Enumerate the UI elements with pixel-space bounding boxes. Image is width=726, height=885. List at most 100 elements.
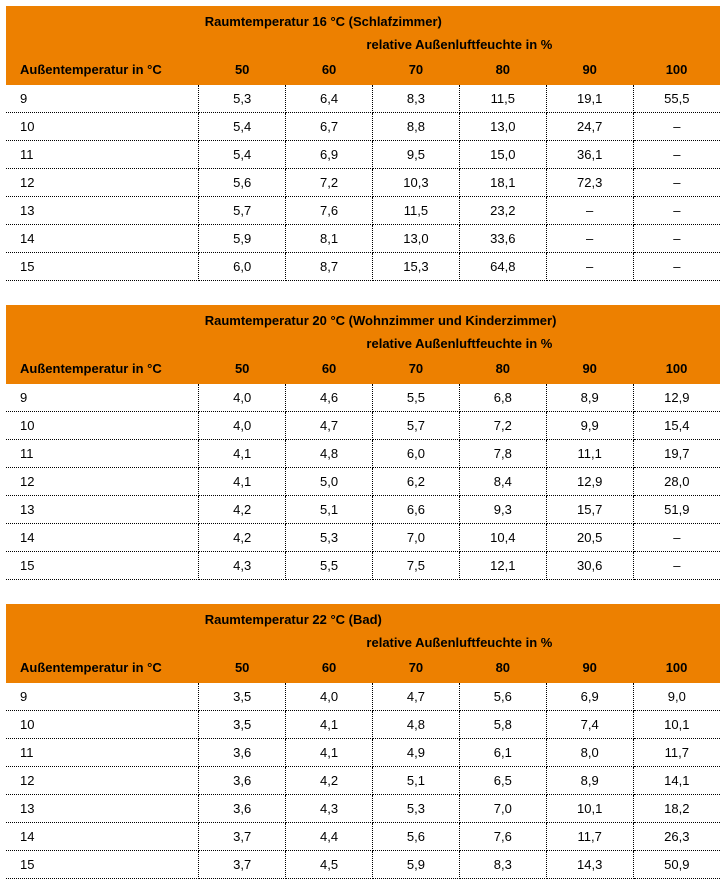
- value-cell: 4,1: [199, 440, 286, 468]
- outside-temp-cell: 12: [6, 468, 199, 496]
- value-cell: –: [633, 113, 720, 141]
- table-row: 133,64,35,37,010,118,2: [6, 795, 720, 823]
- value-cell: 7,0: [459, 795, 546, 823]
- humidity-col-header: 50: [199, 355, 286, 384]
- humidity-col-header: 70: [372, 654, 459, 683]
- value-cell: –: [633, 253, 720, 281]
- value-cell: 5,3: [372, 795, 459, 823]
- value-cell: 6,8: [459, 384, 546, 412]
- value-cell: 72,3: [546, 169, 633, 197]
- humidity-col-header: 90: [546, 355, 633, 384]
- humidity-col-header: 80: [459, 56, 546, 85]
- humidity-col-header: 100: [633, 654, 720, 683]
- value-cell: 14,3: [546, 851, 633, 879]
- outside-temp-cell: 10: [6, 412, 199, 440]
- value-cell: 12,9: [546, 468, 633, 496]
- value-cell: 5,3: [286, 524, 373, 552]
- outside-temp-cell: 10: [6, 711, 199, 739]
- header-spacer: [6, 631, 199, 654]
- value-cell: 5,5: [286, 552, 373, 580]
- value-cell: 7,6: [286, 197, 373, 225]
- value-cell: 8,4: [459, 468, 546, 496]
- value-cell: 15,3: [372, 253, 459, 281]
- table-row: 94,04,65,56,88,912,9: [6, 384, 720, 412]
- value-cell: 8,0: [546, 739, 633, 767]
- value-cell: 19,7: [633, 440, 720, 468]
- outside-temp-cell: 15: [6, 552, 199, 580]
- outside-temp-cell: 11: [6, 739, 199, 767]
- value-cell: 5,9: [372, 851, 459, 879]
- value-cell: 4,8: [286, 440, 373, 468]
- value-cell: 3,7: [199, 823, 286, 851]
- humidity-col-header: 70: [372, 355, 459, 384]
- value-cell: 7,0: [372, 524, 459, 552]
- value-cell: 4,1: [199, 468, 286, 496]
- table-row: 123,64,25,16,58,914,1: [6, 767, 720, 795]
- value-cell: 18,2: [633, 795, 720, 823]
- value-cell: 3,5: [199, 711, 286, 739]
- header-spacer: [6, 305, 199, 332]
- value-cell: 14,1: [633, 767, 720, 795]
- value-cell: 50,9: [633, 851, 720, 879]
- value-cell: 4,6: [286, 384, 373, 412]
- value-cell: 6,5: [459, 767, 546, 795]
- value-cell: 5,5: [372, 384, 459, 412]
- value-cell: 6,2: [372, 468, 459, 496]
- value-cell: 20,5: [546, 524, 633, 552]
- value-cell: 19,1: [546, 85, 633, 113]
- humidity-header: relative Außenluftfeuchte in %: [199, 332, 720, 355]
- value-cell: 6,0: [372, 440, 459, 468]
- value-cell: 4,5: [286, 851, 373, 879]
- outside-temp-cell: 14: [6, 225, 199, 253]
- outside-temp-header: Außentemperatur in °C: [6, 355, 199, 384]
- table-title: Raumtemperatur 22 °C (Bad): [199, 604, 720, 631]
- value-cell: 5,9: [199, 225, 286, 253]
- table-row: 104,04,75,77,29,915,4: [6, 412, 720, 440]
- value-cell: 4,7: [372, 683, 459, 711]
- humidity-table-0: Raumtemperatur 16 °C (Schlafzimmer)relat…: [6, 6, 720, 281]
- outside-temp-cell: 11: [6, 440, 199, 468]
- value-cell: 6,9: [286, 141, 373, 169]
- humidity-col-header: 70: [372, 56, 459, 85]
- value-cell: 5,4: [199, 113, 286, 141]
- table-row: 103,54,14,85,87,410,1: [6, 711, 720, 739]
- value-cell: 7,2: [286, 169, 373, 197]
- value-cell: 18,1: [459, 169, 546, 197]
- value-cell: 10,4: [459, 524, 546, 552]
- value-cell: –: [546, 253, 633, 281]
- value-cell: 8,9: [546, 384, 633, 412]
- table-row: 154,35,57,512,130,6–: [6, 552, 720, 580]
- humidity-col-header: 50: [199, 56, 286, 85]
- header-spacer: [6, 33, 199, 56]
- outside-temp-header: Außentemperatur in °C: [6, 56, 199, 85]
- value-cell: 23,2: [459, 197, 546, 225]
- value-cell: 4,2: [286, 767, 373, 795]
- value-cell: 6,6: [372, 496, 459, 524]
- table-row: 135,77,611,523,2––: [6, 197, 720, 225]
- value-cell: 4,2: [199, 496, 286, 524]
- outside-temp-cell: 9: [6, 85, 199, 113]
- value-cell: 5,8: [459, 711, 546, 739]
- value-cell: 8,8: [372, 113, 459, 141]
- tables-container: Raumtemperatur 16 °C (Schlafzimmer)relat…: [6, 6, 720, 879]
- humidity-table-1: Raumtemperatur 20 °C (Wohnzimmer und Kin…: [6, 305, 720, 580]
- value-cell: 3,7: [199, 851, 286, 879]
- value-cell: –: [633, 141, 720, 169]
- humidity-col-header: 80: [459, 355, 546, 384]
- header-spacer: [6, 604, 199, 631]
- humidity-col-header: 50: [199, 654, 286, 683]
- humidity-col-header: 100: [633, 56, 720, 85]
- table-row: 93,54,04,75,66,99,0: [6, 683, 720, 711]
- value-cell: 4,2: [199, 524, 286, 552]
- table-row: 124,15,06,28,412,928,0: [6, 468, 720, 496]
- value-cell: 5,7: [372, 412, 459, 440]
- value-cell: 13,0: [459, 113, 546, 141]
- value-cell: 3,6: [199, 739, 286, 767]
- value-cell: 11,7: [546, 823, 633, 851]
- value-cell: 12,1: [459, 552, 546, 580]
- value-cell: 15,4: [633, 412, 720, 440]
- value-cell: 10,3: [372, 169, 459, 197]
- outside-temp-cell: 14: [6, 524, 199, 552]
- value-cell: 10,1: [546, 795, 633, 823]
- table-row: 114,14,86,07,811,119,7: [6, 440, 720, 468]
